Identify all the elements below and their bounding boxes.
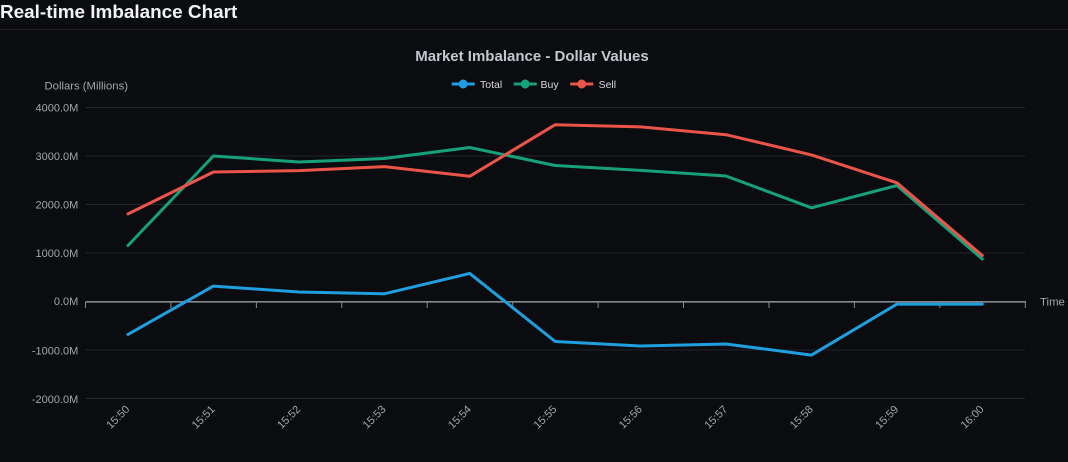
svg-text:Dollars (Millions): Dollars (Millions)	[45, 80, 129, 92]
svg-text:Total: Total	[480, 79, 502, 91]
svg-text:-1000.0M: -1000.0M	[32, 346, 78, 358]
svg-text:1000.0M: 1000.0M	[35, 248, 78, 260]
svg-text:4000.0M: 4000.0M	[35, 103, 78, 115]
svg-text:Buy: Buy	[541, 79, 560, 91]
svg-text:Real-time Imbalance Chart: Real-time Imbalance Chart	[0, 2, 238, 23]
svg-text:2000.0M: 2000.0M	[35, 200, 78, 212]
svg-text:Time: Time	[1040, 297, 1065, 309]
svg-text:-2000.0M: -2000.0M	[32, 394, 78, 406]
svg-text:Sell: Sell	[599, 79, 617, 91]
svg-text:Market Imbalance - Dollar Valu: Market Imbalance - Dollar Values	[415, 48, 648, 65]
svg-text:3000.0M: 3000.0M	[35, 151, 78, 163]
svg-text:0.0M: 0.0M	[54, 296, 78, 308]
